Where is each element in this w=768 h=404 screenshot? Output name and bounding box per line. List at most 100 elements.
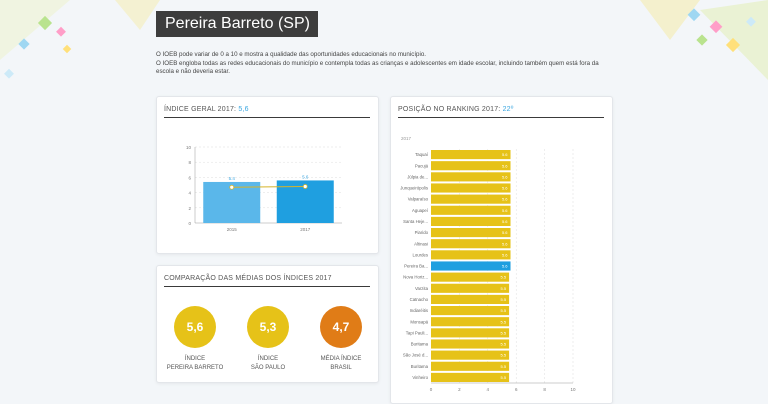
bar [431, 161, 511, 171]
bar-value-label: 5.5 [501, 364, 507, 369]
bar-value-label: 5.6 [302, 174, 309, 179]
category-label: Piarido [415, 230, 429, 235]
bar-value-label: 5.6 [502, 264, 508, 269]
media-brasil-circle: 4,7 [320, 306, 362, 348]
x-tick-label: 6 [515, 387, 518, 392]
category-label: Catnacho [410, 297, 429, 302]
card-title: ÍNDICE GERAL 2017: 5,6 [164, 106, 249, 113]
bar [431, 328, 510, 338]
comparacao-card: COMPARAÇÃO DAS MÉDIAS DOS ÍNDICES 2017 5… [156, 265, 379, 383]
bar [431, 283, 510, 293]
deco-triangle [115, 0, 160, 30]
intro-text: O IOEB pode variar de 0 a 10 e mostra a … [156, 51, 616, 77]
bar [431, 150, 511, 160]
deco-square [18, 38, 30, 50]
card-title-label: POSIÇÃO NO RANKING 2017: [398, 106, 503, 113]
ranking-card: POSIÇÃO NO RANKING 2017: 22º 2017 0 2 4 6 8 10… [390, 96, 613, 404]
bar-value-label: 5.5 [501, 286, 507, 291]
bar-value-label: 5.6 [502, 174, 508, 179]
deco-square [56, 26, 66, 37]
bar [431, 272, 510, 282]
bar-value-label: 5.6 [502, 163, 508, 168]
bar-value-label: 5.5 [501, 353, 507, 358]
comparison-point [229, 184, 235, 190]
ranking-chart[interactable]: 2017 0 2 4 6 8 10 Taquaí 5.6 Pacujá 5.6 Júlpia de..… [391, 125, 614, 404]
deco-triangle [0, 0, 70, 60]
card-title-label: ÍNDICE GERAL 2017: [164, 106, 239, 113]
category-label: Nova Horiz... [403, 275, 428, 280]
indice-geral-chart: 0 2 4 6 8 10 5.4 2015 5.6 2017 [186, 145, 342, 232]
card-title-value: 22º [502, 106, 514, 113]
bar [431, 350, 510, 360]
bar-highlight [431, 261, 511, 271]
deco-square [62, 44, 72, 54]
bar [431, 372, 510, 382]
deco-square [725, 37, 741, 53]
bar [431, 194, 511, 204]
bar-value-label: 5.6 [502, 197, 508, 202]
category-label: Buritama [411, 364, 429, 369]
label-line: ÍNDICE [257, 356, 279, 362]
bar-value-label: 5.6 [502, 252, 508, 257]
card-divider [164, 117, 370, 118]
bar-value-label: 5.6 [502, 208, 508, 213]
deco-square [746, 16, 756, 27]
bar-value-label: 5.6 [502, 186, 508, 191]
deco-square [37, 15, 53, 31]
y-tick-label: 6 [188, 175, 191, 180]
y-tick-label: 8 [188, 160, 191, 165]
deco-square [696, 34, 708, 46]
category-label: Aguapeí [412, 208, 429, 213]
bar-value-label: 5.5 [501, 342, 507, 347]
bar-value-label: 5.5 [501, 308, 507, 313]
y-tick-label: 2 [188, 206, 191, 211]
indice-estado-label: ÍNDICE SÃO PAULO [228, 355, 308, 373]
x-tick-label: 2015 [227, 227, 238, 232]
bar-value-label: 5.5 [501, 375, 507, 380]
intro-line: escola e não deveria estar. [156, 68, 230, 76]
indice-municipio-label: ÍNDICE PEREIRA BARRETO [155, 355, 235, 373]
bar [431, 216, 511, 226]
label-line: BRASIL [330, 365, 352, 371]
card-divider [398, 117, 604, 118]
bar [431, 339, 510, 349]
category-label: Pacujá [415, 163, 429, 168]
year-label: 2017 [401, 136, 412, 141]
indice-estado-circle: 5,3 [247, 306, 289, 348]
x-tick-label: 2017 [300, 227, 311, 232]
category-label: Lourdes [412, 252, 428, 257]
bar [431, 361, 510, 371]
label-line: SÃO PAULO [250, 365, 286, 371]
category-label: São José d... [403, 353, 428, 358]
bar-value-label: 5.6 [502, 241, 508, 246]
card-title: POSIÇÃO NO RANKING 2017: 22º [398, 106, 514, 113]
category-label: Santa Heje... [403, 219, 428, 224]
bar-value-label: 5.5 [501, 330, 507, 335]
bar-value-label: 5.6 [502, 152, 508, 157]
media-brasil-label: MÉDIA ÍNDICE BRASIL [301, 355, 381, 373]
page-title: Pereira Barreto (SP) [156, 11, 318, 37]
bar [431, 250, 511, 260]
category-label: Monsapá [410, 319, 428, 324]
comparison-point [302, 184, 308, 189]
category-label: Taquaí [415, 152, 429, 157]
bar-value-label: 5.5 [501, 319, 507, 324]
label-line: PEREIRA BARRETO [166, 365, 224, 371]
x-tick-label: 8 [543, 387, 546, 392]
x-tick-label: 4 [487, 387, 490, 392]
category-label: Vinheiro [412, 375, 428, 380]
bar-value-label: 5.6 [502, 230, 508, 235]
bar [431, 183, 511, 193]
bar-value-label: 5.5 [501, 275, 507, 280]
card-title-value: 5,6 [238, 106, 249, 113]
indice-municipio-circle: 5,6 [174, 306, 216, 348]
bar-value-label: 5.6 [502, 219, 508, 224]
bar [431, 317, 510, 327]
bar [431, 239, 511, 249]
category-label: Júlpia de... [407, 174, 428, 179]
x-tick-label: 10 [570, 387, 576, 392]
category-label: Indiaréitis [410, 308, 428, 313]
y-tick-label: 0 [188, 221, 191, 226]
category-label: Pereira Ba... [404, 264, 428, 269]
card-divider [164, 286, 370, 287]
